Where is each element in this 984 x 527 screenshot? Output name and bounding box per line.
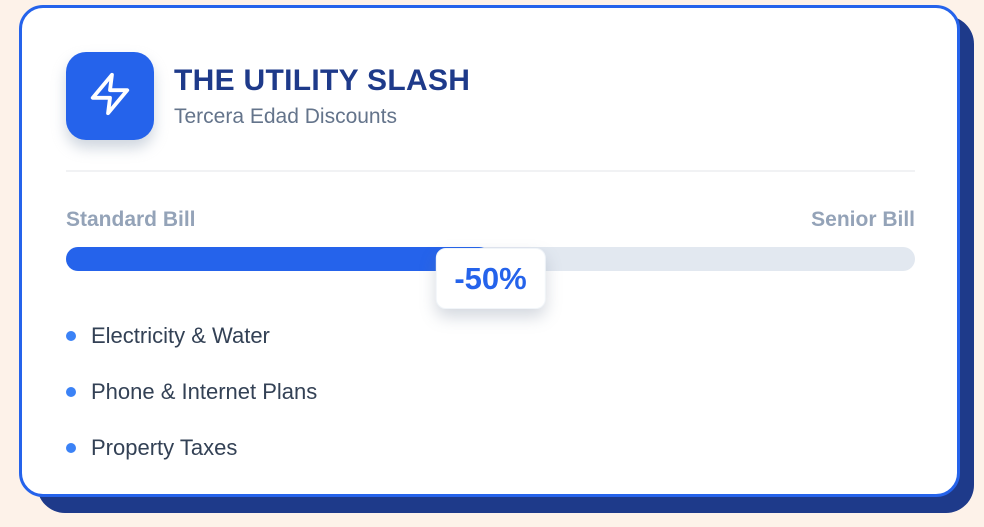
app-icon (66, 52, 154, 140)
discount-bar: -50% (66, 247, 915, 309)
heading-block: THE UTILITY SLASH Tercera Edad Discounts (174, 64, 470, 129)
utility-discount-card: THE UTILITY SLASH Tercera Edad Discounts… (19, 5, 960, 497)
bullet-dot-icon (66, 443, 76, 453)
benefit-list: Electricity & Water Phone & Internet Pla… (66, 323, 915, 460)
bullet-dot-icon (66, 331, 76, 341)
benefit-label: Electricity & Water (91, 323, 270, 348)
lightning-bolt-icon (87, 71, 133, 122)
list-item: Phone & Internet Plans (66, 379, 915, 404)
page-title: THE UTILITY SLASH (174, 63, 471, 97)
list-item: Electricity & Water (66, 323, 915, 348)
standard-bill-label: Standard Bill (66, 208, 196, 231)
senior-bill-label: Senior Bill (811, 208, 915, 231)
page-subtitle: Tercera Edad Discounts (174, 104, 397, 128)
list-item: Property Taxes (66, 435, 915, 460)
benefit-label: Property Taxes (91, 435, 238, 460)
divider (66, 170, 915, 172)
discount-badge: -50% (435, 248, 546, 309)
discount-bar-fill (66, 247, 491, 271)
bullet-dot-icon (66, 387, 76, 397)
bill-labels-row: Standard Bill Senior Bill (66, 208, 915, 232)
card-header: THE UTILITY SLASH Tercera Edad Discounts (66, 52, 915, 140)
benefit-label: Phone & Internet Plans (91, 379, 318, 404)
